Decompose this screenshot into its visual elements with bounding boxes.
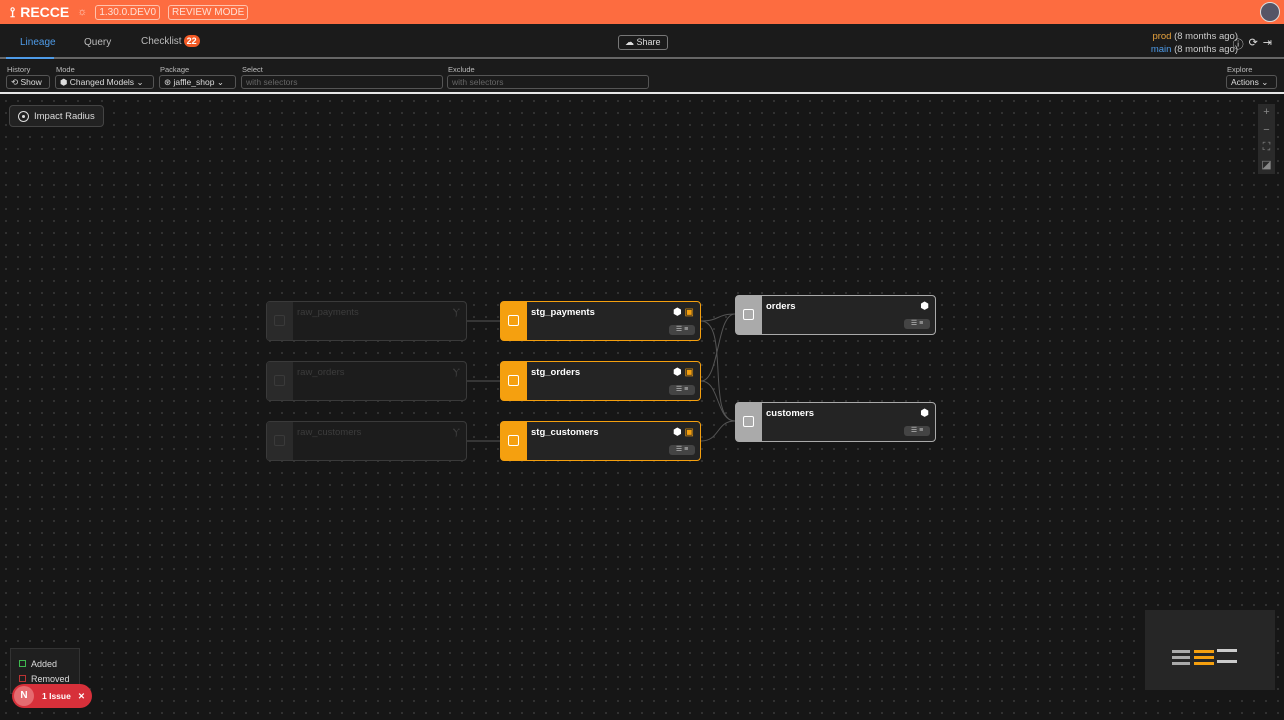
added-icon	[19, 660, 26, 667]
export-icon[interactable]: ⇥	[1262, 37, 1272, 49]
model-icon: ⬢ ▣	[673, 307, 694, 318]
node-label: raw_customers	[297, 427, 362, 438]
version-badge: 1.30.0.DEV0	[95, 4, 161, 20]
tab-query[interactable]: Query	[84, 37, 112, 48]
history-icon: ⟲	[11, 77, 21, 87]
lineage-toolbar: History ⟲ Show Mode ⬢ Changed Models ⌄ P…	[0, 60, 1284, 94]
recce-logo: ⟟ RECCE	[10, 3, 70, 21]
node-label: raw_orders	[297, 367, 345, 378]
tab-checklist-label: Checklist	[141, 36, 182, 47]
node-raw-orders[interactable]: raw_orders Ⲩ	[266, 361, 467, 401]
zoom-in-button[interactable]: +	[1263, 106, 1270, 118]
tab-bar: Lineage Query Checklist 22 ☁ Share prod (…	[0, 24, 1284, 59]
impact-radius-button[interactable]: Impact Radius	[9, 105, 104, 127]
active-tab-indicator	[6, 57, 54, 59]
issue-label: 1 Issue	[42, 691, 71, 701]
explore-label: Explore	[1227, 65, 1253, 74]
top-bar: ⟟ RECCE ☼ 1.30.0.DEV0 REVIEW MODE	[0, 0, 1284, 24]
review-mode-badge: REVIEW MODE	[168, 4, 249, 20]
close-icon[interactable]: ✕	[77, 690, 85, 701]
node-label: customers	[766, 408, 815, 419]
node-label: stg_orders	[531, 367, 581, 378]
node-label: orders	[766, 301, 796, 312]
env-info: prod (8 months ago) main (8 months ago)	[1151, 30, 1238, 56]
chevron-down-icon: ⌄	[136, 77, 144, 87]
select-input[interactable]: with selectors	[241, 75, 443, 89]
seed-icon: Ⲩ	[452, 307, 460, 318]
edge	[700, 313, 736, 382]
package-label: Package	[160, 65, 190, 74]
history-button-label: Show	[20, 77, 42, 87]
actions-label: Actions	[1231, 77, 1259, 87]
node-label: stg_customers	[531, 427, 599, 438]
package-select[interactable]: ⊛ jaffle_shop ⌄	[159, 75, 236, 89]
mode-label: Mode	[56, 65, 75, 74]
history-label: History	[7, 65, 31, 74]
column-toggle-icon[interactable]: ☰ ≡	[669, 445, 695, 455]
seed-icon: Ⲩ	[452, 367, 460, 378]
legend-removed: Removed	[31, 674, 70, 684]
base-time: (8 months ago)	[1174, 31, 1238, 42]
lineage-canvas[interactable]	[0, 95, 1284, 720]
edge	[700, 420, 736, 442]
impact-radius-label: Impact Radius	[34, 111, 95, 122]
node-stg-customers[interactable]: stg_customers ⬢ ▣ ☰ ≡	[500, 421, 701, 461]
target-icon	[18, 111, 29, 122]
column-toggle-icon[interactable]: ☰ ≡	[904, 426, 930, 436]
package-value: jaffle_shop	[173, 77, 215, 87]
model-icon: ⬢ ▣	[673, 367, 694, 378]
share-button[interactable]: ☁ Share	[618, 35, 668, 50]
edge	[700, 320, 736, 422]
node-stg-payments[interactable]: stg_payments ⬢ ▣ ☰ ≡	[500, 301, 701, 341]
user-avatar[interactable]	[1260, 2, 1280, 22]
select-label: Select	[242, 65, 263, 74]
node-raw-payments[interactable]: raw_payments Ⲩ	[266, 301, 467, 341]
theme-toggle-icon[interactable]: ☼	[77, 6, 88, 18]
model-icon: ⬢ ▣	[673, 427, 694, 438]
minimap[interactable]	[1145, 610, 1275, 690]
current-time: (8 months ago)	[1174, 44, 1238, 55]
column-toggle-icon[interactable]: ☰ ≡	[904, 319, 930, 329]
node-stg-orders[interactable]: stg_orders ⬢ ▣ ☰ ≡	[500, 361, 701, 401]
current-env: main	[1150, 44, 1172, 55]
node-label: stg_payments	[531, 307, 595, 318]
actions-dropdown[interactable]: Actions ⌄	[1226, 75, 1277, 89]
minimap-toggle-button[interactable]: ◪	[1261, 158, 1272, 171]
exclude-input[interactable]: with selectors	[447, 75, 649, 89]
legend-added: Added	[31, 659, 58, 669]
node-raw-customers[interactable]: raw_customers Ⲩ	[266, 421, 467, 461]
checklist-count-badge: 22	[183, 35, 200, 47]
seed-icon: Ⲩ	[452, 427, 460, 438]
issue-avatar: N	[14, 686, 34, 706]
exclude-label: Exclude	[448, 65, 475, 74]
node-customers[interactable]: customers ⬢ ☰ ≡	[735, 402, 936, 442]
tab-lineage[interactable]: Lineage	[20, 37, 56, 48]
model-icon: ⬢	[920, 408, 929, 419]
fit-view-button[interactable]: ⛶	[1262, 141, 1271, 153]
edge	[700, 380, 736, 422]
edge	[700, 313, 736, 322]
zoom-controls: + − ⛶ ◪	[1258, 104, 1275, 174]
removed-icon	[19, 675, 26, 682]
mode-select[interactable]: ⬢ Changed Models ⌄	[55, 75, 154, 89]
info-icon[interactable]: ⓘ	[1232, 39, 1244, 51]
mode-value: Changed Models	[69, 77, 135, 87]
history-show-button[interactable]: ⟲ Show	[6, 75, 50, 89]
model-icon: ⬢	[920, 301, 929, 312]
issue-badge[interactable]: N 1 Issue ✕	[12, 684, 92, 708]
chevron-down-icon: ⌄	[216, 77, 224, 87]
refresh-icon[interactable]: ⟳	[1248, 37, 1258, 49]
column-toggle-icon[interactable]: ☰ ≡	[669, 385, 695, 395]
column-toggle-icon[interactable]: ☰ ≡	[669, 325, 695, 335]
node-orders[interactable]: orders ⬢ ☰ ≡	[735, 295, 936, 335]
tab-checklist[interactable]: Checklist 22	[141, 35, 200, 47]
node-label: raw_payments	[297, 307, 359, 318]
zoom-out-button[interactable]: −	[1263, 123, 1270, 136]
cloud-icon: ☁	[625, 37, 637, 47]
base-env: prod	[1152, 31, 1172, 42]
share-label: Share	[636, 37, 661, 47]
